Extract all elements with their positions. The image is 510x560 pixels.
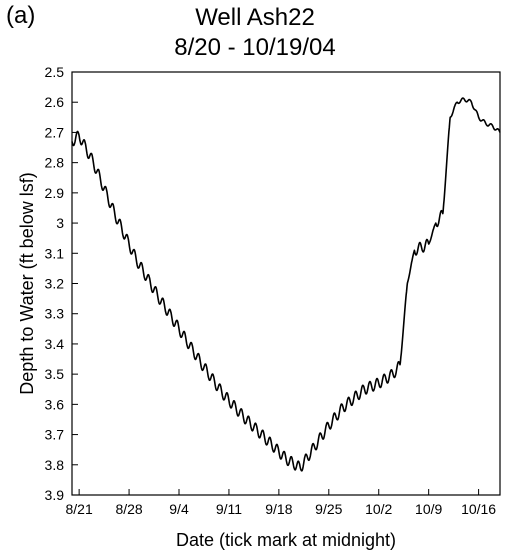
y-tick-label: 3.9	[45, 487, 65, 503]
y-tick-label: 3.4	[45, 336, 65, 352]
panel-label: (a)	[6, 2, 36, 29]
series-line	[71, 97, 501, 472]
y-tick-label: 2.6	[45, 94, 65, 110]
y-tick-label: 3.7	[45, 427, 65, 443]
y-tick-label: 3.1	[45, 245, 65, 261]
y-tick-label: 3.6	[45, 396, 65, 412]
chart-title: Well Ash22	[195, 4, 315, 31]
x-tick-label: 9/25	[315, 501, 342, 517]
y-tick-label: 2.5	[45, 64, 65, 80]
y-tick-label: 3.8	[45, 457, 65, 473]
y-tick-label: 2.9	[45, 185, 65, 201]
y-tick-label: 3.2	[45, 276, 65, 292]
x-tick-label: 9/18	[265, 501, 292, 517]
y-tick-label: 3	[56, 215, 64, 231]
x-tick-label: 10/16	[461, 501, 496, 517]
y-tick-label: 3.5	[45, 366, 65, 382]
x-tick-label: 8/28	[115, 501, 142, 517]
y-tick-label: 3.3	[45, 306, 65, 322]
plot-frame	[71, 71, 501, 496]
x-tick-label: 10/9	[415, 501, 442, 517]
x-tick-label: 9/11	[216, 501, 242, 517]
x-tick-label: 8/21	[66, 501, 93, 517]
x-tick-label: 10/2	[365, 501, 392, 517]
axis-ticks: 2.5 2.6 2.7 2.8 2.9 3 3.1 3.2 3.3 3.4 3.5 3.6 3.7 3.8…	[45, 64, 497, 517]
y-tick-label: 2.7	[45, 124, 65, 140]
chart-subtitle: 8/20 - 10/19/04	[174, 34, 336, 61]
x-tick-label: 9/4	[169, 501, 189, 517]
y-tick-label: 2.8	[45, 155, 65, 171]
y-axis-title: Depth to Water (ft below lsf)	[17, 172, 37, 394]
x-axis-title: Date (tick mark at midnight)	[176, 530, 396, 550]
